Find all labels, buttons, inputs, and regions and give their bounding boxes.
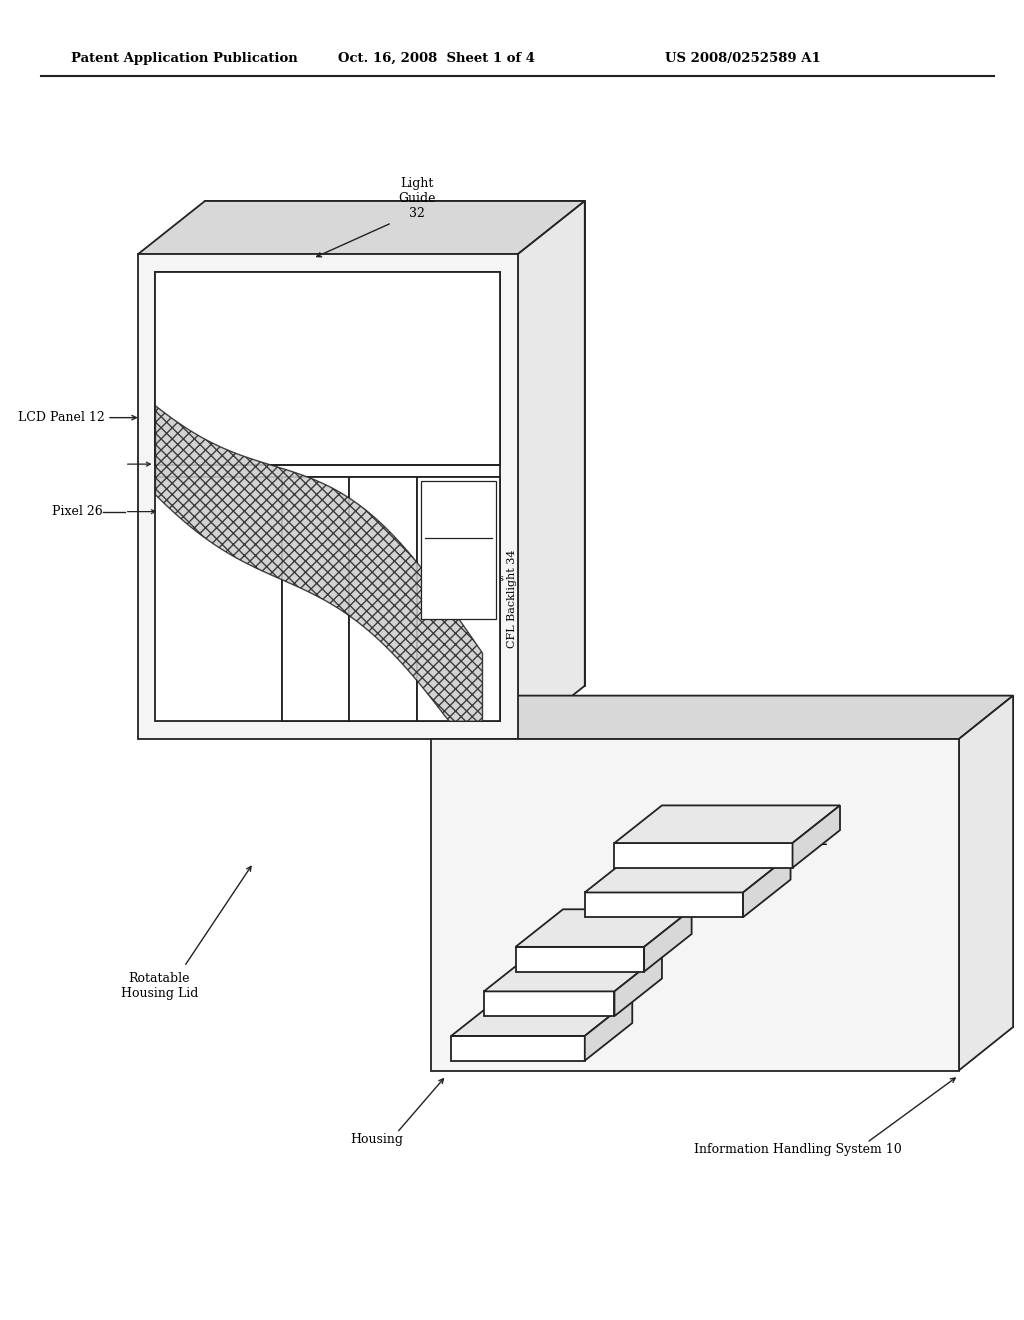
- Text: Chipset 20: Chipset 20: [634, 900, 694, 909]
- Text: Oct. 16, 2008  Sheet 1 of 4: Oct. 16, 2008 Sheet 1 of 4: [338, 51, 535, 65]
- Polygon shape: [431, 696, 1013, 739]
- Text: Cover
Layer
36: Cover Layer 36: [226, 587, 262, 630]
- Text: Pixel
Layer
28: Pixel Layer 28: [354, 644, 388, 688]
- Polygon shape: [282, 477, 349, 721]
- Text: Gains | Brightness: Gains | Brightness: [413, 574, 504, 583]
- Text: Figure 1: Figure 1: [714, 826, 831, 850]
- Polygon shape: [793, 805, 840, 867]
- Polygon shape: [614, 843, 793, 867]
- Polygon shape: [614, 805, 840, 843]
- Text: CPU 14: CPU 14: [497, 1043, 540, 1053]
- Polygon shape: [585, 998, 632, 1061]
- Polygon shape: [515, 946, 644, 972]
- Text: Rotatable
Housing Lid: Rotatable Housing Lid: [121, 973, 198, 1001]
- Polygon shape: [421, 480, 496, 619]
- Text: US 2008/0252589 A1: US 2008/0252589 A1: [666, 51, 821, 65]
- Polygon shape: [349, 477, 417, 721]
- Polygon shape: [156, 272, 500, 465]
- Text: Light
Guide
32: Light Guide 32: [398, 177, 435, 219]
- Polygon shape: [137, 201, 585, 255]
- Polygon shape: [958, 696, 1013, 1071]
- Polygon shape: [517, 201, 585, 739]
- Polygon shape: [515, 909, 691, 946]
- Text: Housing: Housing: [350, 1134, 403, 1146]
- Polygon shape: [484, 991, 614, 1016]
- Polygon shape: [417, 477, 500, 721]
- Polygon shape: [485, 696, 1013, 1027]
- Text: Patent Application Publication: Patent Application Publication: [71, 51, 298, 65]
- Polygon shape: [431, 739, 958, 1071]
- Polygon shape: [282, 477, 500, 721]
- Text: Pixel 26: Pixel 26: [52, 506, 103, 519]
- Polygon shape: [743, 855, 791, 917]
- Text: CFL Backlight 34: CFL Backlight 34: [507, 550, 516, 648]
- Polygon shape: [156, 272, 500, 721]
- Text: Controller 24: Controller 24: [378, 561, 388, 638]
- Polygon shape: [614, 954, 662, 1016]
- Text: Inverter
38: Inverter 38: [293, 589, 339, 610]
- Polygon shape: [484, 954, 662, 991]
- Polygon shape: [452, 1036, 585, 1061]
- Polygon shape: [585, 892, 743, 917]
- Polygon shape: [137, 255, 517, 739]
- Text: EDID 40: EDID 40: [436, 523, 480, 531]
- Text: RAM 16: RAM 16: [526, 999, 571, 1008]
- Text: Backlight
Layer
30: Backlight Layer 30: [297, 347, 357, 391]
- Polygon shape: [644, 909, 691, 972]
- Polygon shape: [585, 855, 791, 892]
- Text: Graphics Card 22: Graphics Card 22: [653, 850, 754, 861]
- Polygon shape: [452, 998, 632, 1036]
- Text: LCD Panel 12: LCD Panel 12: [18, 411, 105, 424]
- Polygon shape: [205, 201, 585, 685]
- Text: Information Handling System 10: Information Handling System 10: [693, 1143, 901, 1156]
- Text: HDD 18: HDD 18: [557, 954, 602, 964]
- Polygon shape: [156, 405, 482, 721]
